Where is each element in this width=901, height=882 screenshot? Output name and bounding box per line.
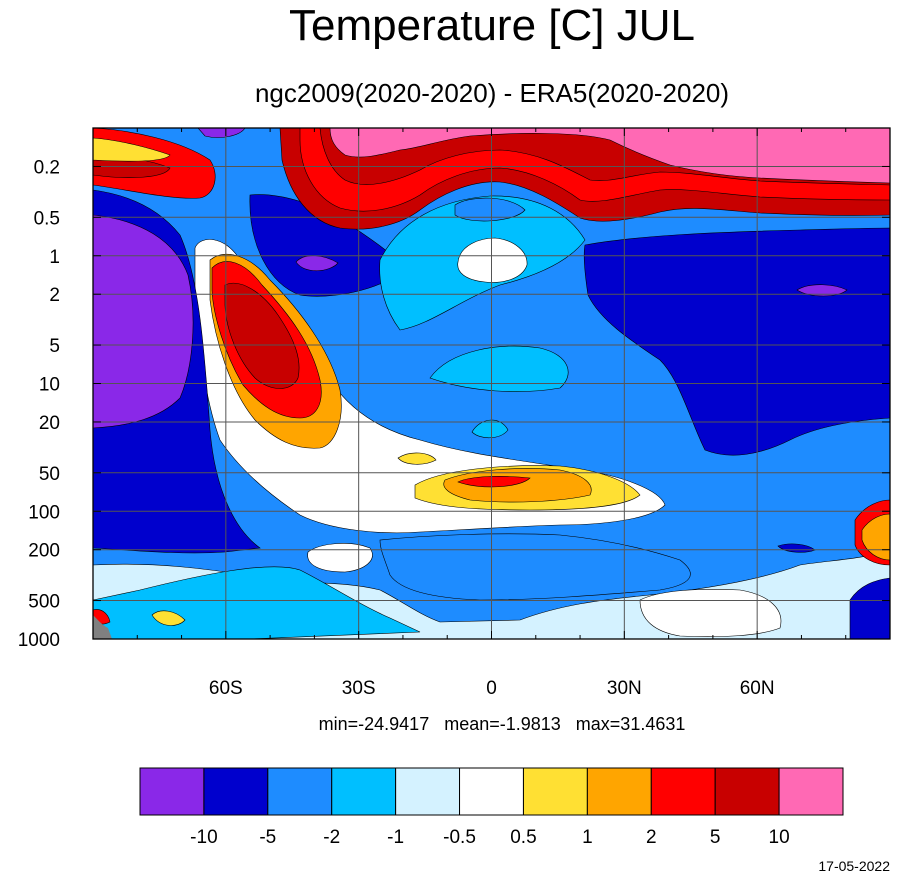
x-tick-label: 30N (607, 678, 642, 699)
colorbar-swatch (395, 767, 461, 816)
colorbar-swatch (586, 767, 652, 816)
colorbar-label: -2 (323, 827, 340, 848)
region-tropical-mid-blue (379, 533, 691, 601)
colorbar-label: -10 (190, 827, 217, 848)
colorbar-label: 10 (769, 827, 790, 848)
y-tick-label: 50 (39, 464, 60, 485)
region-light-blue-small (471, 419, 509, 439)
colorbar-label: 2 (646, 827, 657, 848)
colorbar: -10 -5 -2 -1 -0.5 0.5 1 2 5 10 (139, 767, 844, 848)
y-tick-label: 1 (49, 247, 60, 268)
colorbar-swatch (267, 767, 333, 816)
region-small-yellow-1 (397, 452, 437, 465)
colorbar-swatch (139, 767, 205, 816)
region-northern-white-patch (639, 589, 782, 638)
colorbar-label: 0.5 (510, 827, 536, 848)
region-purple-blob-south (295, 255, 339, 272)
x-tick-label: 60N (740, 678, 775, 699)
y-tick-label: 10 (39, 375, 60, 396)
colorbar-label: -0.5 (443, 827, 476, 848)
colorbar-swatch (650, 767, 716, 816)
region-southern-polar-purple (93, 214, 194, 429)
date-stamp: 17-05-2022 (818, 858, 890, 874)
region-equatorial-blue-cap (454, 197, 526, 222)
x-tick-label: 30S (342, 678, 376, 699)
chart-subtitle: ngc2009(2020-2020) - ERA5(2020-2020) (255, 78, 729, 108)
x-tick-label: 60S (209, 678, 243, 699)
colorbar-swatch (522, 767, 588, 816)
region-southern-warm-dark-red (224, 283, 300, 389)
y-tick-label: 20 (39, 413, 60, 434)
region-southern-upper-yellow (93, 137, 171, 162)
colorbar-swatch (714, 767, 780, 816)
x-tick-label: 0 (486, 678, 497, 699)
y-tick-label: 500 (28, 592, 60, 613)
region-equatorial-white-bubble (457, 237, 528, 283)
region-southern-white-patch (307, 543, 373, 573)
region-southern-small-yellow (151, 610, 186, 626)
colorbar-label: 1 (582, 827, 593, 848)
colorbar-label: -1 (387, 827, 404, 848)
y-tick-label: 0.2 (34, 157, 60, 178)
colorbar-swatch (203, 767, 269, 816)
y-tick-label: 2 (49, 285, 60, 306)
region-upper-pink (329, 128, 890, 184)
region-tropical-warm-red (457, 476, 531, 488)
stats-summary: min=-24.9417 mean=-1.9813 max=31.4631 (319, 714, 686, 734)
colorbar-swatch (459, 767, 524, 816)
colorbar-label: -5 (259, 827, 276, 848)
y-tick-label: 100 (28, 502, 60, 523)
region-northern-lower-dark-blue (849, 577, 890, 639)
y-tick-label: 200 (28, 541, 60, 562)
region-northern-lower-orange (861, 513, 890, 561)
chart-title: Temperature [C] JUL (289, 1, 695, 50)
colorbar-label: 5 (710, 827, 721, 848)
topography-mask (93, 615, 112, 639)
colorbar-swatch (331, 767, 397, 816)
x-axis: 60S 30S 0 30N 60N (92, 128, 891, 699)
colorbar-swatch (778, 767, 844, 816)
y-tick-label: 5 (49, 336, 60, 357)
region-purple-blob-north (796, 284, 848, 297)
y-axis: 0.2 0.5 1 2 5 10 20 50 100 200 500 1000 (18, 157, 890, 651)
region-tropical-mid-light-blue (429, 345, 569, 392)
y-tick-label: 0.5 (34, 208, 60, 229)
y-tick-label: 1000 (18, 630, 60, 651)
